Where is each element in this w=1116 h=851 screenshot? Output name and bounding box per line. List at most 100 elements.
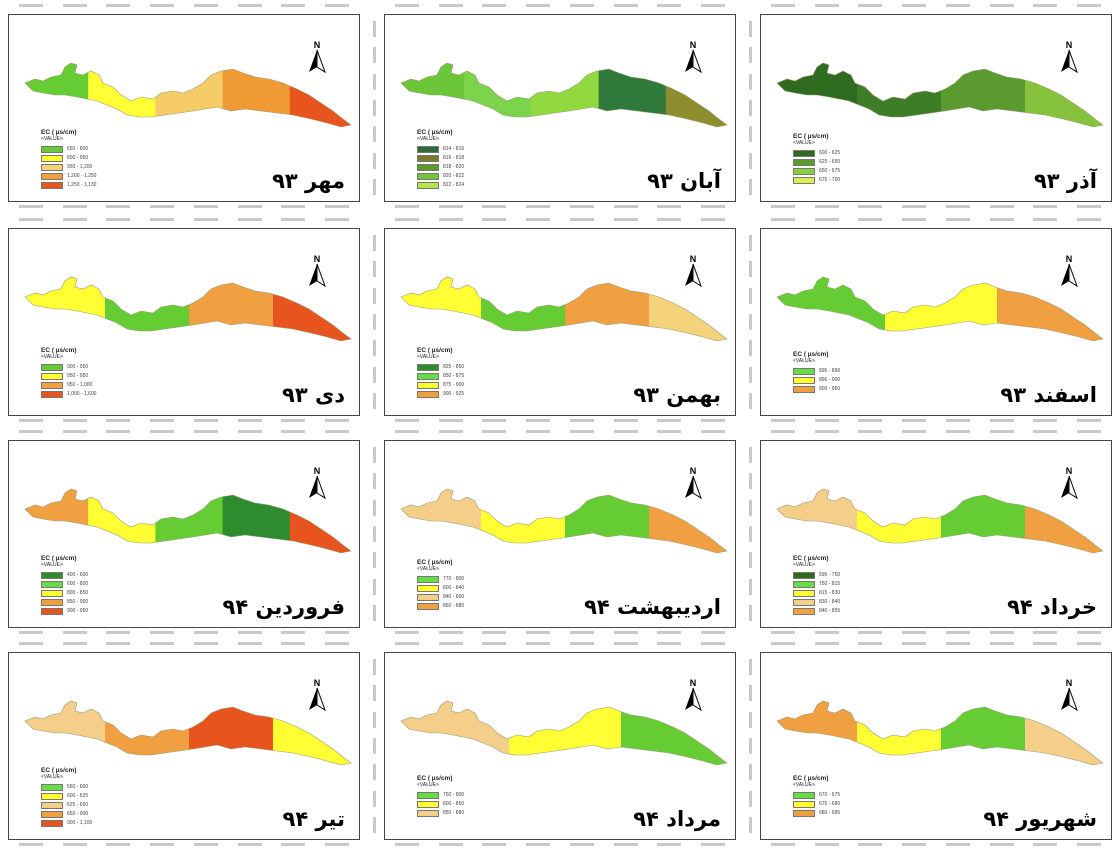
axis-ticks-left [0,235,1,409]
legend-row: 900 - 925 [417,390,464,399]
axis-tick [945,642,970,645]
map-panel: N EC ( µs/cm) <VALUE> 900 - 950 950 - 95… [8,218,360,422]
legend-swatch [41,364,63,371]
legend-label: 822 - 824 [443,182,465,188]
legend-label: 840 - 855 [819,608,841,614]
axis-tick [324,205,349,208]
axis-ticks-top [19,430,349,438]
legend-row: 830 - 840 [793,598,840,607]
axis-tick [771,642,795,645]
axis-tick [395,205,419,208]
axis-ticks-bottom [395,631,725,639]
axis-tick [19,419,43,422]
axis-tick [749,525,752,542]
legend-swatch [417,594,439,601]
axis-tick [281,430,306,433]
legend-swatch [41,373,63,380]
legend-label: 750 - 815 [819,581,841,587]
axis-tick [771,430,795,433]
axis-tick [657,419,682,422]
axis-tick [858,642,883,645]
axis-tick [237,642,262,645]
legend-label: 815 - 830 [819,590,841,596]
axis-tick [237,430,262,433]
legend-row: 860 - 880 [417,602,464,611]
axis-tick [438,631,463,634]
axis-ticks-left [373,235,377,409]
axis-tick [62,218,87,221]
axis-tick [281,419,306,422]
legend-swatch [417,364,439,371]
axis-tick [1076,843,1101,846]
legend-label: 670 - 675 [819,792,841,798]
legend-swatch [793,590,815,597]
north-arrow-icon [685,49,702,74]
axis-ticks-left [749,235,753,409]
axis-tick [657,205,682,208]
axis-tick [749,366,752,383]
axis-tick [373,816,376,833]
axis-tick [749,313,752,330]
axis-tick [749,604,752,621]
lake-ec-map [24,700,352,766]
axis-tick [814,218,839,221]
axis-ticks-bottom [19,843,349,851]
legend-label: 770 - 800 [443,576,465,582]
axis-tick [62,631,87,634]
axis-tick [1076,430,1101,433]
axis-tick [700,631,725,634]
axis-tick [373,790,376,807]
axis-tick [62,419,87,422]
axis-tick [771,843,795,846]
legend-swatch [793,581,815,588]
legend-swatch [793,177,815,184]
legend-swatch [41,155,63,162]
axis-tick [749,552,752,569]
axis-tick [482,218,507,221]
axis-tick [193,642,218,645]
axis-tick [482,843,507,846]
legend-row: 625 - 650 [793,158,840,167]
axis-tick [482,430,507,433]
north-arrow: N [307,41,327,75]
month-label: فروردین ۹۴ [222,595,345,619]
axis-tick [526,843,551,846]
legend-subtitle: <VALUE> [41,774,63,780]
axis-tick [657,430,682,433]
legend-label: 900 - 925 [443,391,465,397]
legend-title: EC ( µs/cm) [41,555,77,562]
axis-ticks-left [749,21,753,195]
legend-swatch [41,820,63,827]
axis-tick [771,218,795,221]
legend-row: 680 - 685 [793,809,840,818]
axis-ticks-bottom [395,419,725,427]
axis-tick [106,642,131,645]
axis-tick [1076,218,1101,221]
axis-tick [902,642,927,645]
north-arrow-icon [309,687,326,712]
legend-label: 800 - 840 [443,585,465,591]
legend-row: 650 - 900 [41,810,92,819]
axis-tick [613,430,638,433]
axis-tick [526,4,551,7]
north-arrow-icon [309,475,326,500]
legend-row: 800 - 840 [417,584,464,593]
legend-swatch [417,182,439,189]
axis-tick [749,261,752,278]
axis-ticks-left [373,21,377,195]
axis-tick [700,642,725,645]
axis-ticks-top [771,4,1101,12]
axis-ticks-top [19,4,349,12]
legend-swatch [417,146,439,153]
legend-row: 675 - 680 [793,800,840,809]
legend-subtitle: <VALUE> [417,782,439,788]
axis-ticks-bottom [771,631,1101,639]
axis-ticks-top [771,430,1101,438]
axis-tick [569,631,594,634]
axis-tick [902,843,927,846]
axis-ticks-left [749,659,753,833]
axis-tick [749,711,752,728]
legend-label: 840 - 860 [443,594,465,600]
axis-tick [373,499,376,516]
